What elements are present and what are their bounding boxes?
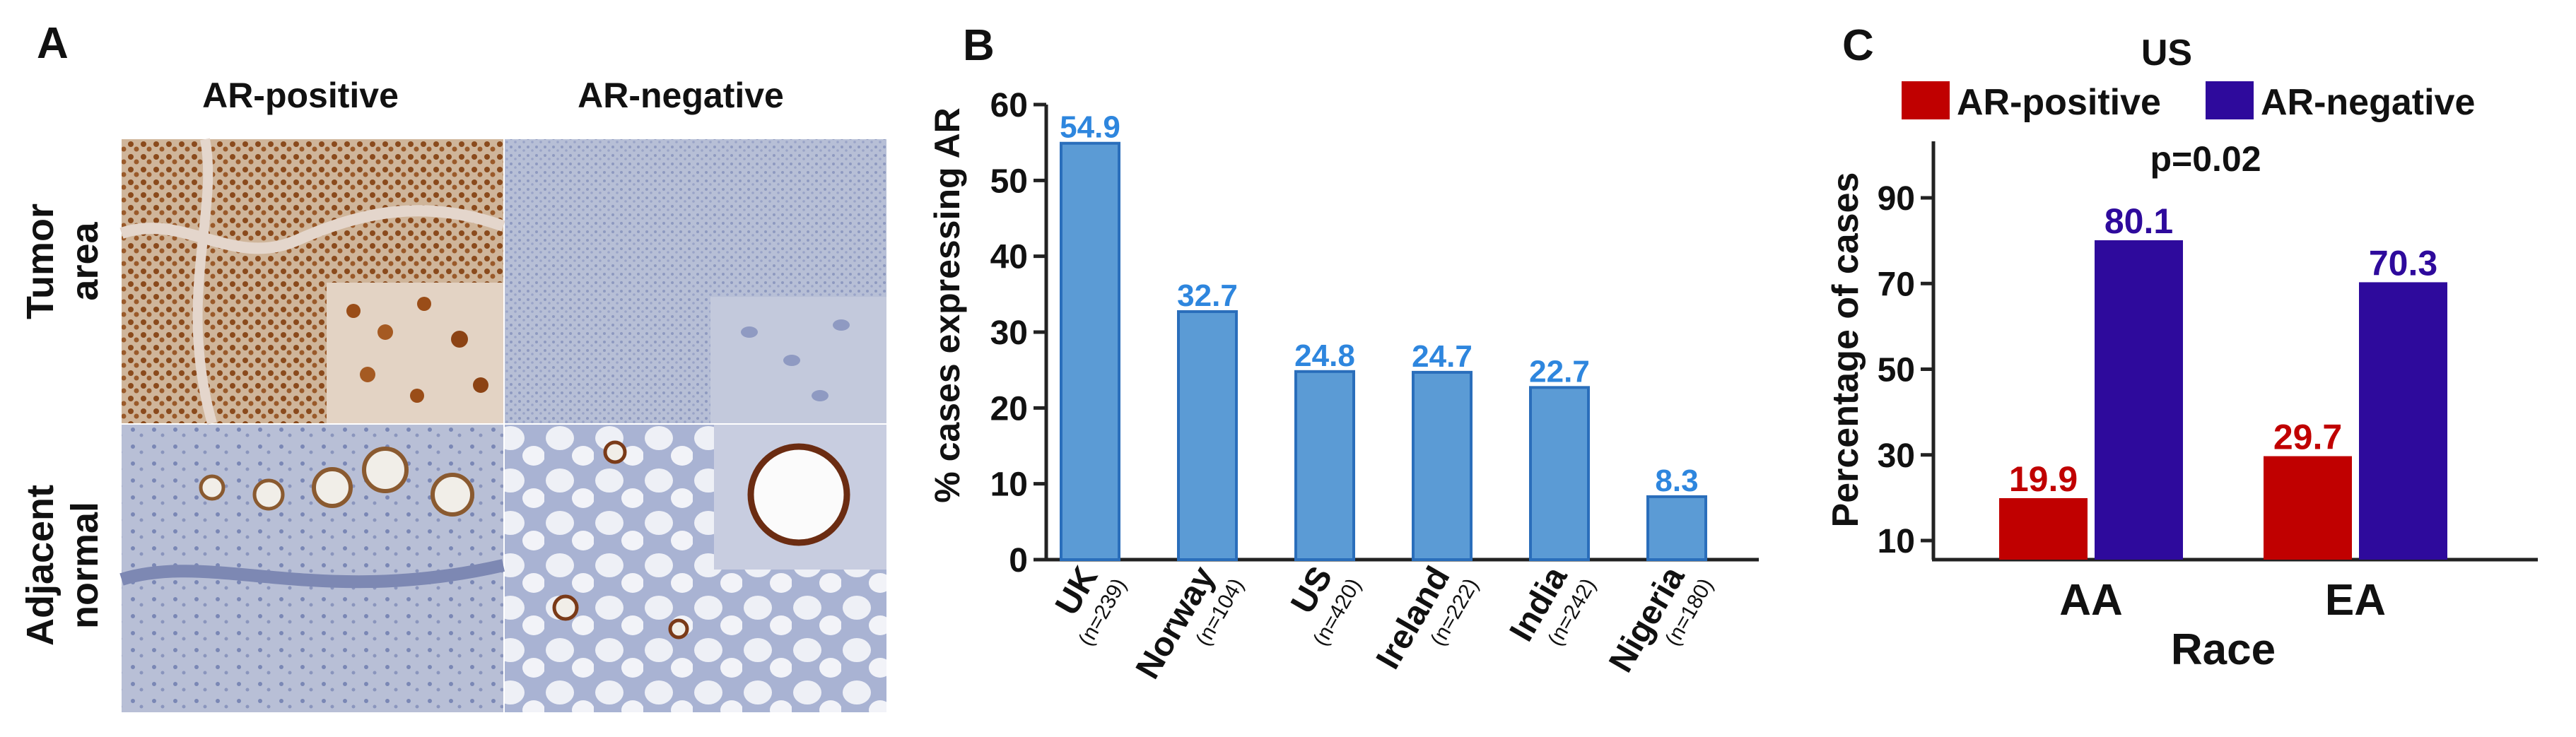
panel-c-y-tick-label: 70	[1878, 266, 1915, 303]
panel-c-data-label: 19.9	[2009, 459, 2078, 499]
panel-c-x-axis-label: Race	[2171, 625, 2276, 674]
column-label-ar-negative: AR-negative	[578, 76, 784, 115]
panel-b-y-tick-label: 50	[990, 163, 1028, 200]
panel-b-y-tick-label: 10	[990, 466, 1028, 504]
panel-c-data-label: 70.3	[2369, 243, 2437, 283]
legend-swatch-ar-negative	[2206, 81, 2254, 119]
panel-b-y-axis-label: % cases expressing AR	[927, 107, 967, 503]
panel-b: B % cases expressing AR 0 10 20 30 40 50 60 54…	[927, 21, 1759, 685]
panel-c-bar-ea-ar-negative	[2359, 282, 2447, 560]
panel-c-data-label: 80.1	[2104, 201, 2173, 241]
row-label-normal-line1: Adjacent	[19, 485, 62, 646]
legend-label-ar-positive: AR-positive	[1957, 82, 2161, 123]
micrograph-normal-ar-positive	[119, 425, 505, 712]
panel-c-x-tick-label: EA	[2325, 576, 2386, 625]
panel-b-y-tick-label: 40	[990, 239, 1028, 276]
panel-b-bar-uk	[1060, 141, 1120, 562]
panel-c-y-tick-label: 30	[1878, 437, 1915, 475]
panel-c: C US AR-positive AR-negative p=0.02 Perc…	[1825, 21, 2538, 674]
panel-c-legend: AR-positive AR-negative	[1902, 81, 2475, 123]
panel-c-bar-aa-ar-negative	[2095, 240, 2183, 560]
panel-b-y-tick-label: 30	[990, 314, 1028, 352]
panel-b-letter: B	[963, 21, 995, 70]
row-label-tumor-line2: area	[64, 221, 106, 300]
panel-b-y-tick-label: 60	[990, 87, 1028, 124]
panel-a-letter: A	[37, 19, 69, 68]
panel-c-data-label: 29.7	[2273, 418, 2342, 457]
panel-c-bar-aa-ar-positive	[1999, 497, 2088, 560]
panel-b-y-tick-label: 20	[990, 390, 1028, 428]
panel-c-pvalue: p=0.02	[2150, 139, 2261, 179]
panel-b-bar-norway	[1177, 310, 1238, 561]
panel-c-y-tick-label: 10	[1878, 523, 1915, 560]
legend-swatch-ar-positive	[1902, 81, 1950, 119]
panel-c-bar-ea-ar-positive	[2264, 456, 2352, 560]
panel-b-bar-ireland	[1412, 370, 1473, 561]
micrograph-normal-ar-negative	[505, 425, 886, 712]
panel-c-y-tick-label: 50	[1878, 352, 1915, 389]
legend-label-ar-negative: AR-negative	[2261, 82, 2475, 123]
panel-c-x-tick-label: AA	[2059, 576, 2123, 625]
panel-b-data-label: 22.7	[1529, 354, 1590, 389]
panel-b-y-tick-label: 0	[1009, 542, 1028, 579]
row-label-tumor-line1: Tumor	[19, 204, 62, 319]
panel-b-bar-nigeria	[1646, 495, 1707, 561]
panel-b-data-label: 24.8	[1294, 338, 1355, 373]
panel-a: A AR-positive AR-negative Tumor area Adj…	[19, 19, 886, 712]
row-label-normal-line2: normal	[64, 502, 106, 629]
micrograph-tumor-ar-positive	[119, 138, 505, 425]
panel-c-y-axis-label: Percentage of cases	[1825, 172, 1866, 528]
panel-b-data-label: 32.7	[1177, 278, 1238, 313]
panel-b-bar-india	[1529, 386, 1590, 561]
panel-c-title: US	[2141, 33, 2192, 73]
panel-b-data-label: 54.9	[1060, 110, 1120, 145]
column-label-ar-positive: AR-positive	[202, 76, 399, 115]
panel-b-data-label: 24.7	[1412, 339, 1473, 374]
panel-c-letter: C	[1842, 21, 1874, 70]
panel-c-y-tick-label: 90	[1878, 180, 1915, 218]
panel-b-data-label: 8.3	[1655, 464, 1698, 498]
micrograph-tumor-ar-negative	[505, 139, 886, 423]
panel-b-bar-us	[1294, 370, 1355, 562]
